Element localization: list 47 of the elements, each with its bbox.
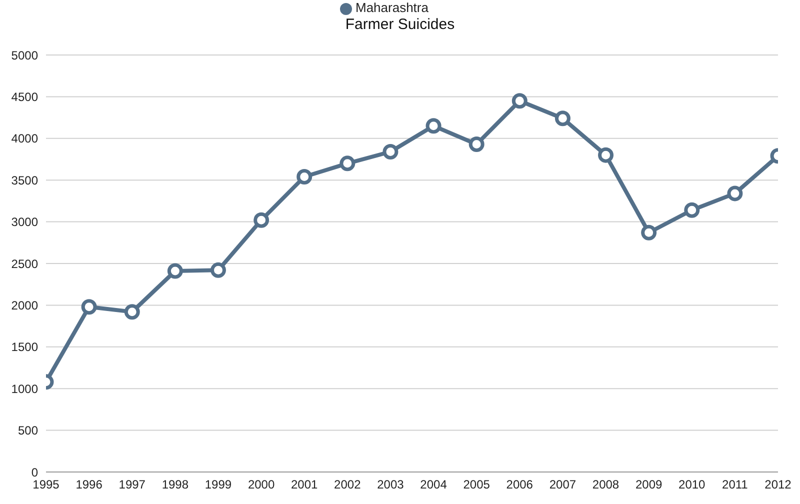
point (167, 263, 183, 279)
point (554, 110, 570, 126)
x-tick-label: 2009 (635, 478, 662, 492)
x-tick-label: 2008 (592, 478, 620, 492)
point (468, 136, 484, 152)
x-tick-label: 2004 (420, 478, 448, 492)
x-tick-label: 2010 (678, 478, 706, 492)
y-tick-label: 5000 (11, 48, 38, 62)
x-tick-label: 2012 (764, 478, 792, 492)
point (340, 156, 356, 172)
y-tick-label: 500 (18, 424, 38, 438)
point (641, 224, 657, 240)
y-tick-label: 2500 (11, 256, 38, 271)
x-tick-label: 1998 (162, 478, 189, 492)
x-tick-label: 2001 (291, 478, 318, 492)
point (727, 186, 743, 202)
chart-title: Farmer Suicides (344, 16, 456, 33)
y-tick-label: 3500 (11, 173, 38, 188)
y-tick-label: 4000 (11, 132, 38, 146)
point (124, 304, 140, 320)
point (254, 212, 270, 228)
point (684, 202, 700, 218)
x-tick-label: 2005 (463, 478, 490, 492)
x-tick-label: 2007 (549, 478, 576, 492)
x-tick-label: 1997 (118, 478, 146, 492)
y-tick-label: 1000 (11, 382, 38, 396)
y-tick-label: 1500 (11, 340, 38, 354)
y-tick-label: 0 (31, 465, 38, 480)
x-tick-label: 2000 (248, 478, 275, 492)
point (210, 262, 226, 278)
point (81, 299, 97, 315)
point (426, 118, 442, 134)
x-tick-label: 2006 (506, 478, 534, 492)
y-tick-label: 2000 (11, 298, 38, 312)
x-tick-label: 2002 (334, 478, 362, 492)
legend-label: Maharashtra (356, 0, 428, 15)
y-tick-label: 4500 (11, 90, 38, 104)
x-tick-label: 1996 (76, 478, 103, 492)
point (296, 169, 312, 185)
point (598, 147, 614, 163)
x-tick-label: 2011 (722, 478, 748, 492)
x-tick-label: 1995 (32, 478, 60, 492)
x-tick-label: 2003 (377, 478, 404, 492)
y-tick-label: 3000 (11, 215, 38, 230)
point (512, 93, 528, 109)
x-tick-label: 1999 (204, 478, 232, 492)
point (382, 144, 398, 160)
